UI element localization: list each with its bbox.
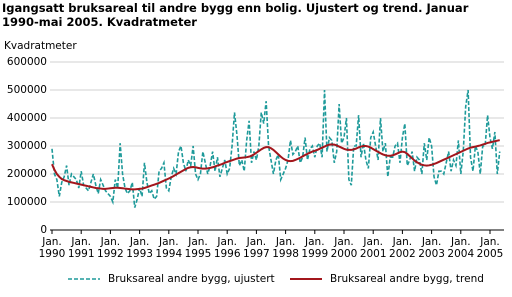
x-tick-label: Jan. 1999 xyxy=(301,236,329,260)
x-tick-label: Jan. 1991 xyxy=(67,236,95,260)
y-axis-label: Kvadratmeter xyxy=(4,40,77,52)
x-tick-label: Jan. 1992 xyxy=(97,236,124,260)
x-tick-label: Jan. 2005 xyxy=(476,236,504,260)
y-tick-label: 500000 xyxy=(7,84,47,96)
x-tick-label: Jan. 1993 xyxy=(126,236,153,260)
x-tick-label: Jan. 1996 xyxy=(213,236,241,260)
y-tick-label: 100000 xyxy=(7,196,47,208)
x-tick-label: Jan. 1995 xyxy=(184,236,212,260)
x-tick-label: Jan. 1994 xyxy=(155,236,183,260)
x-tick-label: Jan. 2002 xyxy=(389,236,416,260)
y-tick-label: 600000 xyxy=(7,56,47,68)
y-tick-label: 200000 xyxy=(7,168,47,180)
x-tick-label: Jan. 1998 xyxy=(272,236,299,260)
x-tick-label: Jan. 1997 xyxy=(243,236,270,260)
legend-label: Bruksareal andre bygg, ujustert xyxy=(108,273,275,285)
data-line xyxy=(51,139,500,191)
x-tick-label: Jan. 2004 xyxy=(447,236,475,260)
y-tick-label: 0 xyxy=(40,224,47,236)
y-tick-label: 400000 xyxy=(7,112,47,124)
x-tick-label: Jan. 1990 xyxy=(38,236,66,260)
y-tick-label: 300000 xyxy=(7,140,47,152)
data-line xyxy=(51,89,501,208)
legend-label: Bruksareal andre bygg, trend xyxy=(330,273,484,285)
x-tick-label: Jan. 2003 xyxy=(418,236,445,260)
chart-title: Igangsatt bruksareal til andre bygg enn … xyxy=(2,1,469,29)
x-tick-label: Jan. 2001 xyxy=(359,236,387,260)
x-tick-label: Jan. 2000 xyxy=(330,236,358,260)
